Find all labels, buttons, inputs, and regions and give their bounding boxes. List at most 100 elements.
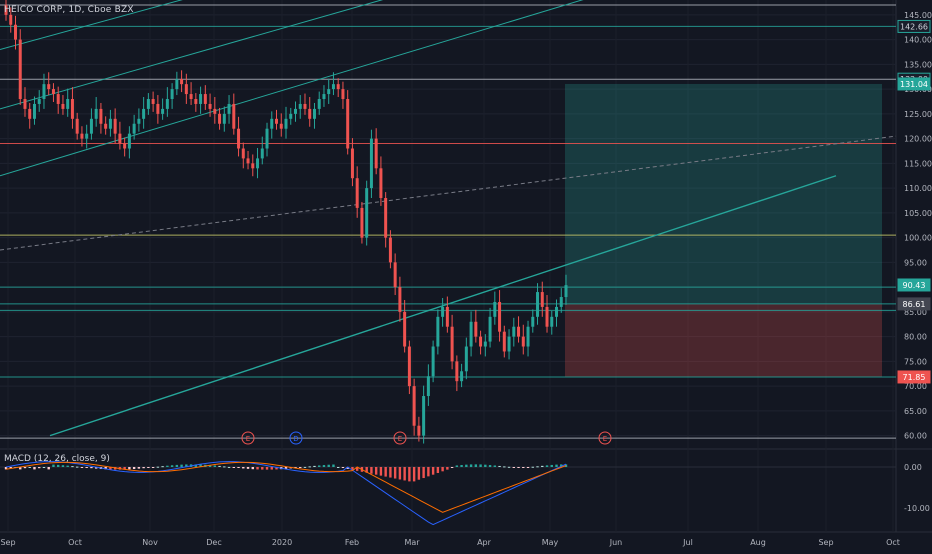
candle-body bbox=[298, 103, 302, 109]
trend-channel-line bbox=[0, 0, 384, 110]
candle-body bbox=[275, 118, 279, 124]
macd-histogram-bar bbox=[498, 465, 501, 467]
candle-body bbox=[393, 262, 397, 288]
candle-body bbox=[555, 306, 559, 317]
macd-histogram-bar bbox=[484, 464, 487, 467]
candle-body bbox=[517, 326, 521, 337]
candle-body bbox=[23, 99, 27, 109]
macd-histogram-bar bbox=[57, 464, 60, 467]
macd-histogram-bar bbox=[80, 467, 84, 468]
time-tick: Dec bbox=[206, 538, 221, 547]
price-label-text: 142.66 bbox=[900, 22, 928, 31]
macd-histogram-bar bbox=[450, 467, 454, 468]
position-loss-zone bbox=[565, 303, 882, 377]
candle-body bbox=[199, 94, 203, 104]
candle-body bbox=[32, 103, 36, 119]
candle-body bbox=[104, 123, 108, 129]
macd-histogram-bar bbox=[398, 467, 402, 480]
candle-body bbox=[422, 396, 426, 436]
price-tick: 145.00 bbox=[904, 11, 932, 20]
macd-histogram-bar bbox=[261, 467, 264, 470]
macd-histogram-bar bbox=[156, 466, 160, 468]
candle-body bbox=[146, 99, 150, 109]
macd-histogram-bar bbox=[213, 465, 217, 467]
candle-body bbox=[460, 371, 464, 382]
symbol-title: HEICO CORP, 1D, Cboe BZX bbox=[4, 5, 134, 15]
event-marker bbox=[241, 431, 255, 445]
candle-body bbox=[151, 99, 155, 104]
macd-histogram-bar bbox=[313, 465, 316, 467]
event-marker-letter: E bbox=[603, 435, 607, 443]
macd-histogram-bar bbox=[517, 467, 520, 468]
candle-body bbox=[317, 99, 321, 109]
candle-body bbox=[9, 14, 13, 25]
price-label-text: 71.85 bbox=[903, 373, 926, 382]
macd-histogram-bar bbox=[61, 465, 65, 467]
macd-histogram-bar bbox=[431, 467, 435, 475]
macd-histogram-bar bbox=[237, 467, 240, 468]
price-tick: 80.00 bbox=[904, 333, 927, 342]
macd-histogram-bar bbox=[393, 467, 397, 479]
macd-histogram-bar bbox=[242, 467, 245, 469]
macd-histogram-bar bbox=[232, 467, 235, 468]
candle-body bbox=[540, 292, 544, 307]
event-marker bbox=[598, 431, 612, 445]
candle-body bbox=[80, 133, 84, 139]
candle-body bbox=[213, 108, 217, 114]
macd-histogram-bar bbox=[327, 464, 330, 467]
candle-body bbox=[374, 138, 378, 169]
candle-body bbox=[170, 89, 174, 100]
price-tick: 105.00 bbox=[904, 209, 932, 218]
candle-body bbox=[42, 84, 46, 100]
event-marker bbox=[393, 431, 407, 445]
macd-histogram-bar bbox=[185, 464, 188, 467]
candle-body bbox=[108, 118, 112, 129]
macd-histogram-bar bbox=[308, 466, 311, 468]
macd-histogram-bar bbox=[303, 466, 307, 468]
macd-histogram-bar bbox=[503, 466, 506, 468]
candle-body bbox=[142, 108, 146, 119]
macd-histogram-bar bbox=[75, 466, 79, 468]
candle-body bbox=[293, 108, 297, 114]
price-tick: 140.00 bbox=[904, 36, 932, 45]
candle-body bbox=[564, 285, 568, 298]
time-tick: Oct bbox=[68, 538, 82, 547]
candle-body bbox=[308, 108, 312, 119]
candle-body bbox=[246, 158, 250, 164]
macd-histogram-bar bbox=[299, 467, 302, 468]
candle-body bbox=[47, 84, 51, 90]
dashed-trend-line bbox=[0, 135, 897, 251]
price-tick: 65.00 bbox=[904, 407, 927, 416]
candle-body bbox=[412, 386, 416, 426]
price-tick: 75.00 bbox=[904, 357, 927, 366]
candle-body bbox=[384, 198, 388, 238]
candle-body bbox=[431, 346, 435, 377]
macd-histogram-bar bbox=[246, 467, 250, 469]
macd-histogram-bar bbox=[337, 467, 340, 468]
macd-histogram-bar bbox=[370, 467, 373, 474]
candle-body bbox=[18, 39, 22, 100]
macd-histogram-bar bbox=[541, 465, 544, 467]
macd-histogram-bar bbox=[455, 465, 459, 467]
macd-histogram-bar bbox=[94, 467, 98, 469]
macd-histogram-bar bbox=[284, 467, 288, 469]
macd-histogram-bar bbox=[341, 467, 345, 468]
candle-body bbox=[336, 84, 340, 90]
macd-histogram-bar bbox=[194, 464, 198, 467]
macd-histogram-bar bbox=[275, 467, 278, 470]
candle-body bbox=[237, 128, 241, 149]
price-tick: 85.00 bbox=[904, 308, 927, 317]
macd-histogram-bar bbox=[522, 467, 525, 468]
price-tick: 70.00 bbox=[904, 382, 927, 391]
candle-body bbox=[13, 24, 17, 40]
candle-body bbox=[502, 331, 506, 352]
candle-body bbox=[227, 103, 231, 114]
candle-body bbox=[37, 99, 41, 104]
candle-body bbox=[550, 316, 554, 327]
candle-body bbox=[474, 321, 478, 337]
price-label-box bbox=[897, 370, 931, 384]
candle-body bbox=[279, 123, 283, 129]
